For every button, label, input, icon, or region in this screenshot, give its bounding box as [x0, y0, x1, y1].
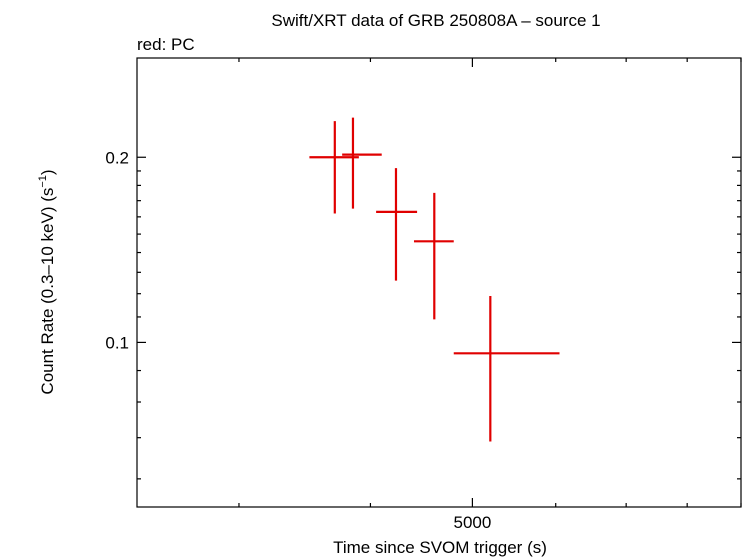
y-axis-label: Count Rate (0.3–10 keV) (s−1)	[37, 169, 57, 394]
data-points	[309, 117, 560, 442]
plot-frame	[136, 57, 742, 508]
y-axis-ticks: 0.1 0.2	[105, 148, 741, 480]
x-tick-label: 5000	[453, 513, 491, 532]
y-tick-label: 0.2	[105, 148, 129, 167]
x-axis-ticks: 5000	[238, 58, 742, 532]
y-tick-label: 0.1	[105, 333, 129, 352]
data-point	[309, 121, 359, 214]
chart-title: Swift/XRT data of GRB 250808A – source 1	[271, 11, 600, 30]
data-point	[342, 117, 382, 209]
y-axis-label-tail: )	[38, 169, 57, 175]
data-point	[413, 192, 454, 320]
data-point	[453, 295, 560, 442]
x-axis-label: Time since SVOM trigger (s)	[333, 538, 547, 557]
data-point	[376, 168, 418, 281]
chart-subtitle: red: PC	[137, 35, 195, 54]
y-axis-label-sup: −1	[37, 175, 49, 188]
y-axis-label-main: Count Rate (0.3–10 keV) (s	[38, 188, 57, 395]
